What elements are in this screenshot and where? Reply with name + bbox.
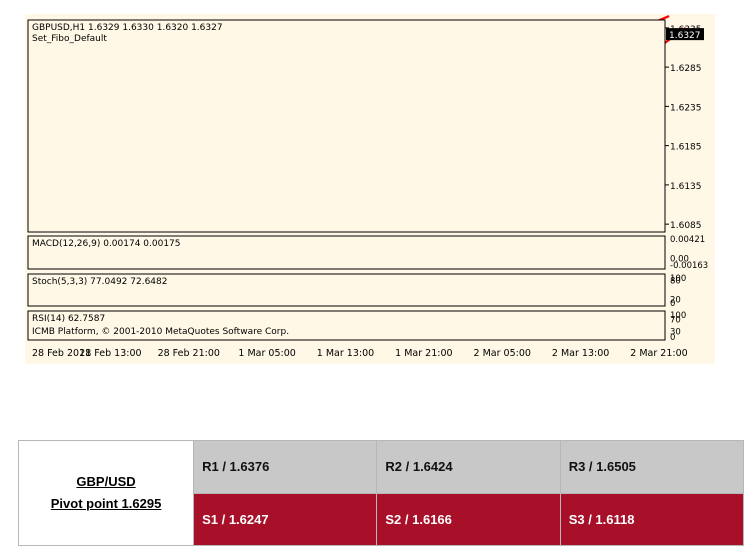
rsi-tick-label: 30 [670, 327, 681, 337]
time-tick-label: 2 Mar 21:00 [630, 348, 687, 359]
macd-label: MACD(12,26,9) 0.00174 0.00175 [32, 239, 181, 249]
stoch-tick-label: 20 [670, 296, 681, 306]
macd-tick-label: -0.00163 [670, 261, 708, 271]
panel-main [27, 19, 666, 233]
rsi-tick-label: 100 [670, 311, 686, 321]
macd-tick-label: 0.00 [670, 254, 689, 264]
price-tick-label: 1.6185 [670, 143, 702, 153]
r1-cell: R1 / 1.6376 [193, 440, 378, 494]
s3-cell: S3 / 1.6118 [559, 492, 745, 546]
price-tick-label: 1.6285 [670, 64, 702, 74]
stoch-tick-label: 100 [670, 274, 686, 284]
price-tick-label: 1.6085 [670, 221, 702, 231]
current-price-label: 1.6327 [669, 31, 701, 41]
symbol-line: GBPUSD,H1 1.6329 1.6330 1.6320 1.6327 [32, 23, 223, 33]
pivot-table: GBP/USD Pivot point 1.6295 R1 / 1.6376 R… [17, 440, 745, 546]
panel-rsi [27, 310, 666, 341]
r2-cell: R2 / 1.6424 [376, 440, 561, 494]
stoch-label: Stoch(5,3,3) 77.0492 72.6482 [32, 277, 167, 287]
rsi-tick-label: 70 [670, 316, 681, 326]
r3-cell: R3 / 1.6505 [559, 440, 745, 494]
time-tick-label: 2 Mar 13:00 [552, 348, 609, 359]
time-tick-label: 1 Mar 21:00 [395, 348, 452, 359]
macd-tick-label: 0.00421 [670, 235, 705, 245]
time-tick-label: 2 Mar 05:00 [474, 348, 531, 359]
copyright-label: ICMB Platform, © 2001-2010 MetaQuotes So… [32, 327, 289, 337]
price-tick-label: 1.6135 [670, 182, 702, 192]
current-price-box [666, 28, 704, 41]
price-tick-label: 1.6235 [670, 103, 702, 113]
panel-stoch [27, 273, 666, 307]
pair-cell: GBP/USD Pivot point 1.6295 [17, 440, 195, 546]
s2-cell: S2 / 1.6166 [376, 492, 561, 546]
support-row: S1 / 1.6247 S2 / 1.6166 S3 / 1.6118 [19, 492, 745, 546]
rsi-label: RSI(14) 62.7587 [32, 314, 105, 324]
resistance-row: GBP/USD Pivot point 1.6295 R1 / 1.6376 R… [17, 440, 745, 546]
stoch-tick-label: 80 [670, 276, 681, 286]
time-tick-label: 1 Mar 13:00 [317, 348, 374, 359]
rsi-tick-label: 0 [670, 333, 675, 343]
time-tick-label: 1 Mar 05:00 [238, 348, 295, 359]
stoch-tick-label: 0 [670, 299, 675, 309]
time-tick-label: 28 Feb 13:00 [79, 348, 141, 359]
pivot-label: Pivot point 1.6295 [50, 496, 162, 511]
time-tick-label: 28 Feb 2011 [32, 348, 91, 359]
pair-label: GBP/USD [76, 474, 136, 489]
indicator-label: Set_Fibo_Default [32, 34, 107, 44]
s1-cell: S1 / 1.6247 [193, 492, 378, 546]
panel-macd [27, 235, 666, 270]
time-tick-label: 28 Feb 21:00 [158, 348, 220, 359]
